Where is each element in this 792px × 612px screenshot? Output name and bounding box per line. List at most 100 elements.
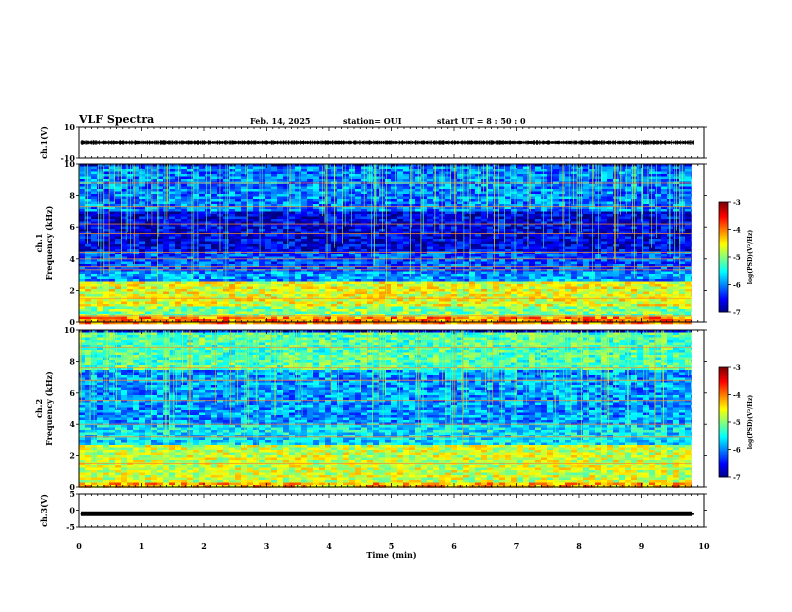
spectrogram-cell (517, 264, 524, 267)
spectrogram-cell (499, 216, 506, 220)
spectrogram-cell (559, 191, 566, 195)
spectrogram-cell (505, 249, 512, 252)
spectrogram-cell (403, 169, 410, 172)
spectrogram-cell (301, 279, 308, 282)
spectrogram-cell (91, 179, 98, 182)
spectrogram-cell (559, 261, 566, 265)
spectrogram-cell (277, 276, 284, 280)
spectrogram-cell (517, 266, 524, 270)
spectrogram-cell (229, 264, 236, 267)
spectrogram-cell (277, 186, 284, 190)
spectrogram-cell (607, 234, 614, 237)
spectrogram-cell (475, 186, 482, 190)
spectrogram-cell (169, 201, 176, 205)
spectrogram-cell (565, 254, 572, 257)
spectrogram-cell (415, 196, 422, 200)
spectrogram-cell (403, 259, 410, 262)
spectrogram-cell (313, 234, 320, 237)
spectrogram-cell (619, 194, 626, 197)
spectrogram-cell (163, 179, 170, 182)
spectrogram-cell (661, 226, 668, 230)
spectrogram-cell (361, 271, 368, 275)
spectrogram-cell (319, 276, 326, 280)
spectrogram-cell (637, 261, 644, 265)
spectrogram-cell (199, 216, 206, 220)
spectrogram-cell (499, 179, 506, 182)
spectrogram-cell (271, 189, 278, 192)
spectrogram-cell (337, 234, 344, 237)
spectrogram-cell (469, 224, 476, 227)
spectrogram-cell (637, 274, 644, 277)
spectrogram-cell (457, 174, 464, 177)
spectrogram-cell (463, 259, 470, 262)
spectrogram-cell (109, 186, 116, 190)
spectrogram-cell (211, 219, 218, 222)
spectrogram-cell (625, 194, 632, 197)
spectrogram-cell (625, 179, 632, 182)
spectrogram-cell (403, 244, 410, 247)
spectrogram-cell (481, 179, 488, 182)
spectrogram-cell (193, 274, 200, 277)
spectrogram-cell (445, 196, 452, 200)
spectrogram-cell (313, 221, 320, 225)
spectrogram-cell (367, 211, 374, 215)
spectrogram-cell (211, 164, 218, 167)
spectrogram-cell (457, 226, 464, 230)
spectrogram-cell (445, 216, 452, 220)
spectrogram-cell (499, 246, 506, 250)
spectrogram-cell (649, 171, 656, 175)
spectrogram-cell (511, 239, 518, 242)
spectrogram-cell (631, 261, 638, 265)
spectrogram-cell (469, 189, 476, 192)
spectrogram-cell (685, 199, 692, 202)
spectrogram-cell (571, 204, 578, 207)
spectrogram-cell (235, 211, 242, 215)
spectrogram-cell (499, 211, 506, 215)
spectrogram-cell (283, 216, 290, 220)
spectrogram-cell (505, 271, 512, 275)
spectrogram-cell (457, 186, 464, 190)
spectrogram-cell (553, 191, 560, 195)
spectrogram-cell (187, 214, 194, 217)
spectrogram-cell (607, 254, 614, 257)
spectrogram-cell (301, 271, 308, 275)
spectrogram-cell (493, 219, 500, 222)
spectrogram-cell (79, 224, 86, 227)
spectrogram-cell (559, 241, 566, 245)
spectrogram-cell (277, 269, 284, 272)
spectrogram-cell (205, 276, 212, 280)
spectrogram-cell (487, 171, 494, 175)
spectrogram-cell (295, 194, 302, 197)
spectrogram-cell (253, 276, 260, 280)
spectrogram-cell (349, 224, 356, 227)
spectrogram-cell (181, 239, 188, 242)
spectrogram-cell (151, 226, 158, 230)
spectrogram-cell (529, 256, 536, 260)
spectrogram-cell (607, 276, 614, 280)
spectrogram-cell (337, 199, 344, 202)
spectrogram-cell (583, 219, 590, 222)
spectrogram-cell (517, 261, 524, 265)
spectrogram-cell (601, 234, 608, 237)
spectrogram-cell (283, 174, 290, 177)
spectrogram-cell (139, 184, 146, 187)
spectrogram-cell (187, 166, 194, 170)
spectrogram-cell (181, 264, 188, 267)
spectrogram-cell (85, 174, 92, 177)
spectrogram-cell (133, 249, 140, 252)
spectrogram-cell (109, 209, 116, 212)
spectrogram-cell (289, 179, 296, 182)
spectrogram-cell (517, 186, 524, 190)
spectrogram-cell (649, 206, 656, 210)
spectrogram-cell (583, 164, 590, 167)
spectrogram-cell (625, 191, 632, 195)
spectrogram-cell (565, 166, 572, 170)
spectrogram-cell (253, 269, 260, 272)
spectrogram-cell (403, 241, 410, 245)
spectrogram-cell (247, 201, 254, 205)
spectrogram-cell (415, 234, 422, 237)
spectrogram-cell (85, 209, 92, 212)
spectrogram-cell (673, 236, 680, 240)
spectrogram-cell (685, 271, 692, 275)
spectrogram-cell (571, 206, 578, 210)
